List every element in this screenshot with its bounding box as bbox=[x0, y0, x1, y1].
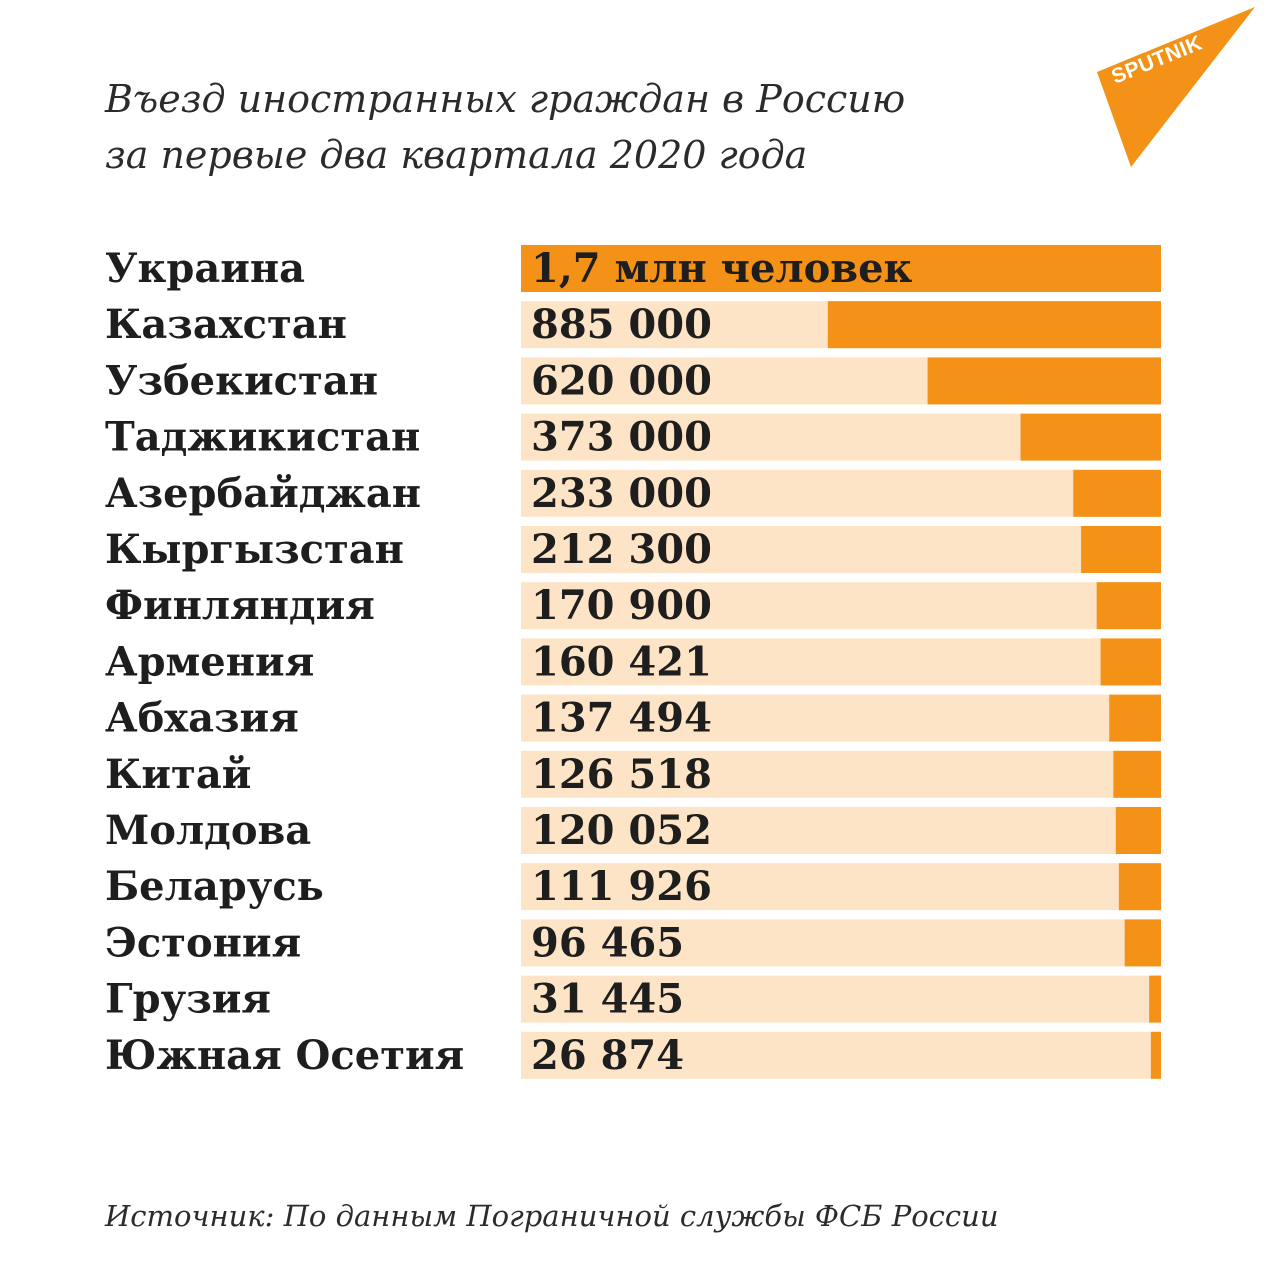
category-label: Армения bbox=[105, 638, 314, 685]
category-label: Абхазия bbox=[105, 695, 299, 742]
value-label: 885 000 bbox=[531, 301, 712, 348]
value-label: 96 465 bbox=[531, 919, 684, 966]
category-label: Украина bbox=[105, 245, 305, 292]
category-label: Южная Осетия bbox=[105, 1032, 464, 1079]
bar-track bbox=[521, 863, 1161, 911]
category-label: Грузия bbox=[105, 976, 271, 1023]
bar bbox=[1115, 807, 1161, 854]
value-label: 620 000 bbox=[531, 357, 712, 404]
category-label: Казахстан bbox=[105, 301, 347, 348]
bar bbox=[521, 245, 1161, 292]
category-label: Беларусь bbox=[105, 863, 324, 910]
value-label: 212 300 bbox=[531, 526, 712, 573]
bar-track bbox=[521, 750, 1161, 798]
chart-title-line-2: за первые два квартала 2020 года bbox=[105, 133, 808, 177]
bar-track bbox=[521, 638, 1161, 686]
value-label: 160 421 bbox=[531, 638, 712, 685]
bar bbox=[1096, 582, 1161, 630]
chart-title-line-1: Въезд иностранных граждан в Россию bbox=[105, 77, 906, 121]
bar-track bbox=[521, 919, 1161, 967]
category-label: Таджикистан bbox=[105, 414, 420, 461]
value-label: 233 000 bbox=[531, 470, 712, 517]
value-label: 31 445 bbox=[531, 976, 684, 1023]
bar-track bbox=[521, 807, 1161, 854]
value-label: 373 000 bbox=[531, 414, 712, 461]
value-label: 111 926 bbox=[531, 863, 712, 910]
bar-track bbox=[521, 526, 1161, 573]
bar-track bbox=[521, 469, 1161, 517]
bar bbox=[1109, 694, 1161, 742]
bar bbox=[1149, 975, 1161, 1023]
bar-track bbox=[521, 582, 1161, 630]
bar bbox=[1100, 638, 1161, 686]
bar bbox=[1150, 1031, 1161, 1079]
bar bbox=[827, 301, 1161, 349]
value-label: 1,7 млн человек bbox=[531, 245, 913, 292]
bar bbox=[1113, 750, 1161, 798]
category-label: Китай bbox=[105, 751, 251, 798]
category-label: Финляндия bbox=[105, 582, 375, 629]
bar bbox=[1124, 919, 1161, 967]
bar bbox=[927, 357, 1161, 405]
bar bbox=[1118, 863, 1161, 911]
bar bbox=[1073, 469, 1161, 517]
category-label: Узбекистан bbox=[105, 357, 378, 404]
category-label: Эстония bbox=[105, 919, 301, 966]
bar-track bbox=[521, 975, 1161, 1023]
bar-track bbox=[521, 694, 1161, 742]
bar-track bbox=[521, 1031, 1161, 1079]
category-label: Азербайджан bbox=[105, 470, 421, 517]
bar bbox=[1020, 413, 1161, 461]
value-label: 137 494 bbox=[531, 695, 712, 742]
bar bbox=[1081, 526, 1161, 573]
value-label: 26 874 bbox=[531, 1032, 684, 1079]
category-label: Молдова bbox=[105, 807, 311, 854]
sputnik-logo: SPUTNIK bbox=[1097, 7, 1255, 167]
value-label: 120 052 bbox=[531, 807, 712, 854]
source-note: Источник: По данным Пограничной службы Ф… bbox=[105, 1199, 999, 1233]
value-label: 126 518 bbox=[531, 751, 712, 798]
value-label: 170 900 bbox=[531, 582, 712, 629]
category-label: Кыргызстан bbox=[105, 526, 404, 573]
